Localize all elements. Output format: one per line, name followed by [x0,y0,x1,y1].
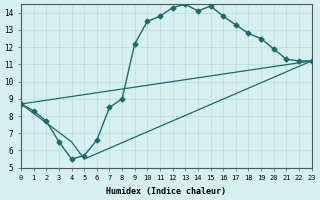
X-axis label: Humidex (Indice chaleur): Humidex (Indice chaleur) [106,187,226,196]
